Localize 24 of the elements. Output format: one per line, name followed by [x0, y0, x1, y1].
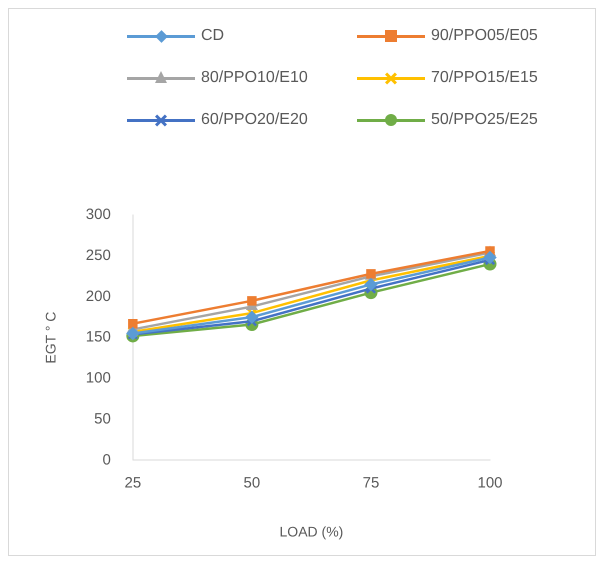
y-tick-label: 200: [86, 288, 111, 305]
legend-label: 70/PPO15/E15: [431, 69, 538, 87]
y-tick-label: 150: [86, 328, 111, 346]
y-tick-label: 50: [94, 410, 111, 428]
point: [364, 278, 378, 291]
point: [128, 318, 138, 328]
x-tick-label: 100: [477, 474, 503, 492]
x-tick-label: 50: [244, 474, 260, 492]
y-tick-label: 250: [86, 247, 111, 264]
y-axis-title: EGT ° C: [42, 312, 58, 364]
y-tick-label: 0: [102, 451, 111, 468]
point: [245, 310, 258, 324]
point: [484, 251, 496, 264]
legend-label: 80/PPO10/E10: [201, 69, 308, 87]
x-axis-title: LOAD (%): [280, 523, 344, 540]
legend-label: 90/PPO05/E05: [431, 27, 538, 45]
legend-label: 60/PPO20/E20: [201, 111, 308, 129]
x-tick-label: 25: [124, 474, 142, 492]
legend-label: CD: [201, 27, 224, 45]
x-tick-label: 75: [362, 474, 380, 492]
legend-label: 50/PPO25/E25: [431, 111, 538, 129]
y-tick-label: 100: [86, 370, 111, 387]
y-tick-label: 300: [86, 206, 111, 224]
point: [247, 296, 257, 306]
